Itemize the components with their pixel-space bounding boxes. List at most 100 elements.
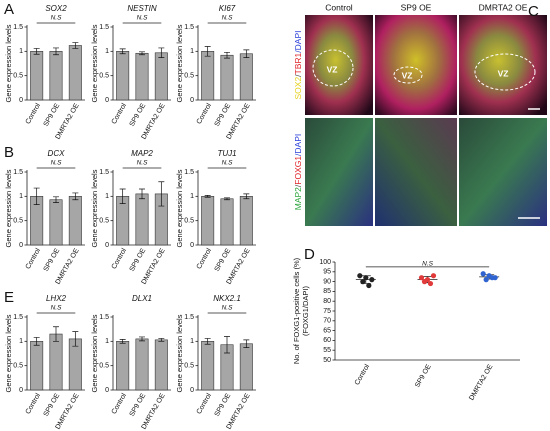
image	[459, 15, 547, 115]
error-bar	[119, 339, 126, 344]
y-tick-label: 0	[19, 242, 23, 249]
y-tick-label: 0.5	[13, 363, 23, 370]
point	[366, 282, 372, 289]
error-bar	[243, 339, 250, 349]
image	[459, 118, 547, 226]
row-label-part: /	[293, 74, 303, 77]
row-label-part: /DAPI	[293, 31, 303, 53]
x-tick-label: SP9 OE	[43, 102, 62, 128]
y-tick-label: 1	[19, 48, 23, 55]
panel-letter: B	[4, 144, 14, 161]
x-tick-label: Control	[111, 102, 129, 125]
y-tick-label: 0	[105, 387, 109, 394]
y-tick-label: 0	[190, 242, 194, 249]
y-tick-label: 65	[323, 327, 331, 334]
y-tick-label: 1	[105, 193, 109, 200]
row-label-part: MAP2	[293, 187, 303, 210]
row-label-part: /DAPI	[293, 134, 303, 156]
y-tick-label: 1	[19, 338, 23, 345]
annotation: N.S	[51, 305, 63, 312]
error-bar	[224, 336, 230, 354]
error-bar	[224, 197, 230, 201]
error-bar	[139, 188, 145, 200]
annotation: N.S	[222, 305, 234, 312]
y-tick-label: 0.5	[99, 218, 109, 225]
chart-title: LHX2	[46, 294, 67, 303]
point	[369, 277, 375, 283]
y-axis-label: Gene expression levels	[175, 24, 184, 102]
error-bar	[204, 195, 211, 198]
y-tick-label: 1	[190, 48, 194, 55]
x-tick-label: Control	[196, 247, 214, 270]
error-bar	[53, 196, 59, 204]
x-tick-label: SP9 OE	[43, 392, 62, 418]
y-tick-label: 90	[323, 278, 331, 285]
annotation: N.S	[222, 15, 234, 22]
error-bar	[224, 51, 230, 59]
image	[305, 118, 373, 226]
chart-title: SOX2	[45, 4, 67, 13]
x-tick-label: SP9 OE	[43, 247, 62, 273]
bar	[116, 51, 130, 101]
y-axis-label: Gene expression levels	[4, 24, 13, 102]
x-tick-label: Control	[354, 363, 372, 386]
bar	[135, 338, 149, 391]
y-tick-label: 100	[319, 259, 331, 266]
error-bar	[204, 46, 211, 57]
bar	[49, 333, 63, 391]
y-tick-label: 0.5	[13, 218, 23, 225]
row-label-part: FOXG1	[293, 156, 303, 185]
error-bar	[72, 42, 79, 49]
x-tick-label: SP9 OE	[214, 392, 233, 418]
bar	[154, 52, 168, 101]
x-tick-label: Control	[196, 102, 214, 125]
y-tick-label: 95	[323, 269, 331, 276]
y-axis-label: Gene expression levels	[175, 169, 184, 247]
y-tick-label: 1.5	[13, 169, 23, 176]
y-tick-label: 0.5	[184, 73, 194, 80]
chart-title: TUJ1	[217, 149, 236, 158]
error-bar	[72, 331, 79, 347]
chart-title: KI67	[219, 4, 236, 13]
point	[424, 277, 431, 283]
y-tick-label: 1.5	[13, 24, 23, 31]
bar	[239, 196, 253, 246]
y-tick-label: 50	[323, 357, 331, 364]
bar	[135, 52, 149, 101]
outline	[474, 53, 536, 91]
y-tick-label: 0.5	[184, 363, 194, 370]
column-header: DMRTA2 OE	[479, 2, 528, 12]
panel-letter: C	[528, 3, 539, 20]
y-tick-label: 0	[19, 97, 23, 104]
annotation: N.S	[137, 160, 149, 167]
y-axis-label: No. of FOXG1-positive cells (%)	[292, 257, 301, 364]
chart-title: NKX2.1	[213, 294, 241, 303]
bar	[239, 343, 253, 391]
y-tick-label: 1	[105, 48, 109, 55]
error-bar	[139, 336, 145, 342]
bar	[68, 196, 82, 246]
x-tick-label: Control	[25, 102, 43, 125]
zone-label: VZ	[402, 70, 413, 80]
x-tick-label: Control	[196, 392, 214, 415]
bar	[201, 51, 215, 101]
y-tick-label: 1.5	[184, 314, 194, 321]
image	[375, 15, 457, 115]
y-axis-label: Gene expression levels	[4, 314, 13, 392]
y-tick-label: 1	[19, 193, 23, 200]
y-tick-label: 1.5	[99, 169, 109, 176]
point	[430, 273, 437, 279]
row-label: SOX2/TBR1/DAPI	[293, 31, 303, 100]
y-tick-label: 60	[323, 337, 331, 344]
bar	[49, 51, 63, 101]
y-tick-label: 1	[105, 338, 109, 345]
y-tick-label: 0.5	[184, 218, 194, 225]
chart-title: NESTIN	[127, 4, 157, 13]
y-tick-label: 1	[190, 338, 194, 345]
bar	[68, 45, 82, 101]
y-tick-label: 0	[190, 97, 194, 104]
error-bar	[33, 337, 40, 346]
bar	[201, 341, 215, 391]
y-tick-label: 0.5	[99, 363, 109, 370]
error-bar	[119, 48, 126, 55]
